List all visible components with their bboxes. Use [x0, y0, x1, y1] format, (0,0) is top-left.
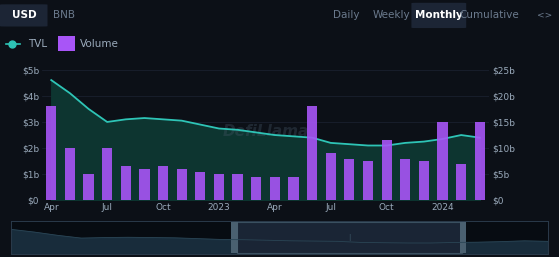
Text: Daily: Daily	[333, 10, 360, 20]
Text: DefiLlama: DefiLlama	[222, 124, 309, 139]
Text: Monthly: Monthly	[415, 10, 463, 20]
Bar	[195, 172, 205, 200]
Bar	[381, 140, 392, 200]
Bar	[121, 167, 131, 200]
Text: Volume: Volume	[80, 39, 119, 49]
Bar	[177, 169, 187, 200]
FancyBboxPatch shape	[411, 3, 466, 28]
Text: Weekly: Weekly	[372, 10, 410, 20]
FancyBboxPatch shape	[0, 4, 48, 26]
Bar	[102, 148, 112, 200]
Bar	[158, 167, 168, 200]
Bar	[475, 122, 485, 200]
FancyBboxPatch shape	[460, 222, 466, 253]
Text: TVL: TVL	[28, 39, 47, 49]
Bar	[419, 161, 429, 200]
FancyBboxPatch shape	[231, 222, 238, 253]
Bar	[269, 177, 280, 200]
Bar	[65, 148, 75, 200]
Bar	[325, 153, 336, 200]
Bar	[214, 174, 224, 200]
Bar	[83, 174, 93, 200]
Text: Cumulative: Cumulative	[459, 10, 519, 20]
Bar	[233, 174, 243, 200]
Bar	[344, 159, 354, 200]
Text: BNB: BNB	[53, 10, 75, 20]
Bar	[251, 177, 261, 200]
Bar	[307, 106, 317, 200]
Bar	[288, 177, 299, 200]
FancyBboxPatch shape	[236, 222, 462, 253]
Bar	[139, 169, 149, 200]
Text: USD: USD	[12, 10, 36, 20]
Text: |: |	[348, 234, 350, 241]
Bar	[456, 164, 466, 200]
Bar	[437, 122, 448, 200]
Text: <>: <>	[537, 10, 553, 19]
Bar	[46, 106, 56, 200]
Bar	[400, 159, 410, 200]
Bar	[363, 161, 373, 200]
FancyBboxPatch shape	[59, 36, 75, 51]
